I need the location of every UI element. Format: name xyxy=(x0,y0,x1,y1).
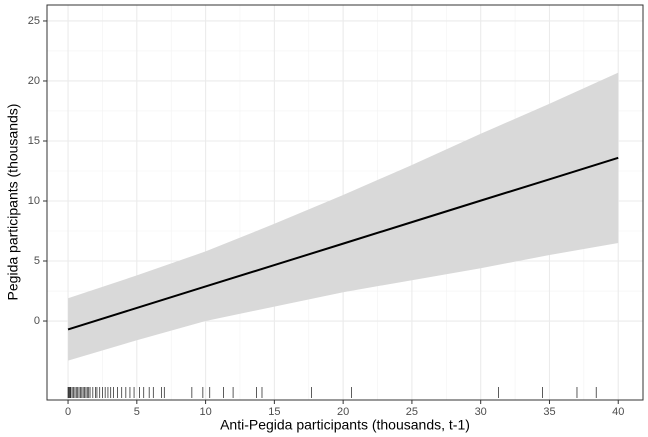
x-tick-label: 5 xyxy=(134,406,140,418)
y-tick-label: 25 xyxy=(28,15,40,27)
x-tick-label: 15 xyxy=(268,406,280,418)
y-tick-label: 20 xyxy=(28,75,40,87)
y-tick-label: 10 xyxy=(28,195,40,207)
x-tick-label: 25 xyxy=(406,406,418,418)
y-tick-label: 5 xyxy=(34,255,40,267)
y-tick-label: 0 xyxy=(34,315,40,327)
panel-border xyxy=(46,4,644,401)
x-axis-title: Anti-Pegida participants (thousands, t-1… xyxy=(220,417,470,433)
confidence-band xyxy=(68,72,619,361)
x-tick-label: 10 xyxy=(199,406,211,418)
x-tick-label: 35 xyxy=(543,406,555,418)
fit-line xyxy=(67,156,619,331)
x-tick-label: 0 xyxy=(65,406,71,418)
x-tick-label: 40 xyxy=(612,406,624,418)
x-tick-label: 30 xyxy=(475,406,487,418)
x-tick-label: 20 xyxy=(337,406,349,418)
y-tick-label: 15 xyxy=(28,135,40,147)
y-axis-title: Pegida participants (thousands) xyxy=(5,104,21,301)
